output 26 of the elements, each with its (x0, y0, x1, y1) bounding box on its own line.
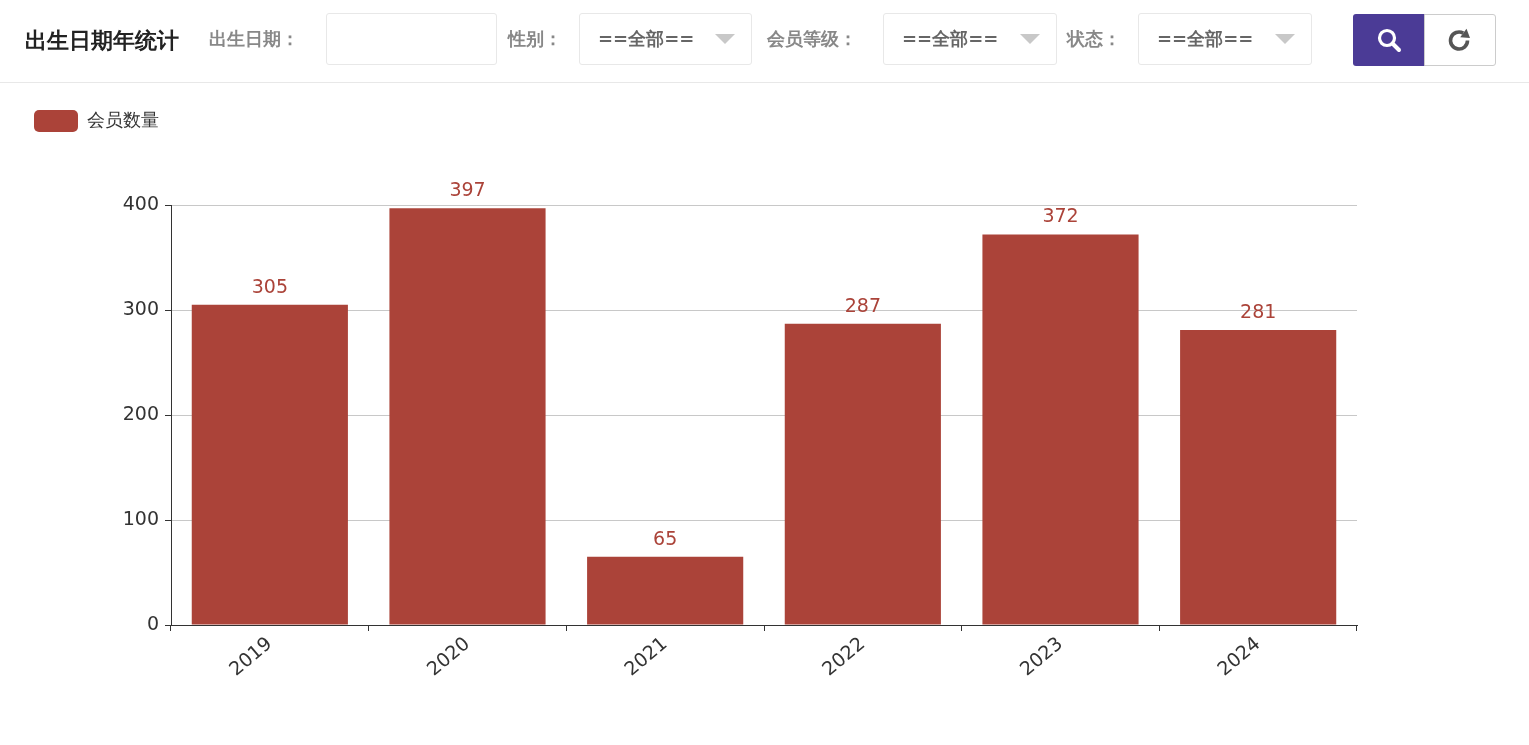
y-tick-label: 0 (146, 611, 159, 634)
data-label: 287 (844, 293, 881, 316)
data-label: 372 (1042, 204, 1079, 227)
data-label: 397 (449, 178, 486, 201)
chart-title: 出生日期年统计 (25, 27, 179, 55)
text: 性别： (508, 27, 562, 51)
y-tick-label: 400 (122, 191, 159, 214)
y-tick-label: 100 (122, 506, 159, 529)
y-tick-label: 200 (122, 401, 159, 424)
text: 出生日期： (209, 27, 299, 51)
dropdown-select: ==全部== (883, 13, 1057, 65)
dropdown-select: ==全部== (1138, 13, 1312, 65)
text: 会员等级： (767, 27, 857, 51)
y-tick-label: 300 (122, 296, 159, 319)
bar (191, 304, 348, 625)
bar (587, 556, 744, 625)
dropdown-select: ==全部== (579, 13, 752, 65)
data-label: 305 (251, 274, 288, 297)
legend-label: 会员数量 (87, 108, 159, 130)
bar (982, 234, 1139, 625)
data-label: 281 (1240, 299, 1277, 322)
bar (1180, 329, 1337, 625)
bar (784, 323, 941, 625)
data-label: 65 (653, 526, 678, 549)
text: 状态： (1067, 27, 1121, 51)
bar (389, 208, 546, 625)
